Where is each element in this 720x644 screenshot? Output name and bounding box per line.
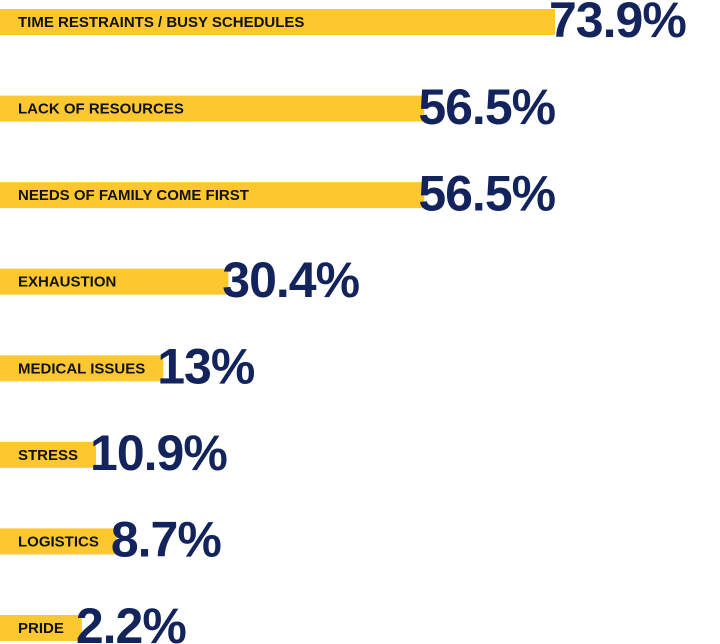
value-label: 2.2% [76, 598, 187, 644]
value-label: 56.5% [418, 79, 555, 135]
category-label: LOGISTICS [18, 533, 99, 550]
value-label: 8.7% [111, 512, 222, 568]
bar [0, 95, 425, 122]
value-label: 10.9% [90, 425, 227, 481]
bar [0, 441, 97, 468]
category-label: TIME RESTRAINTS / BUSY SCHEDULES [18, 14, 304, 31]
bar [0, 528, 117, 555]
category-label: EXHAUSTION [18, 274, 116, 291]
bar [0, 355, 164, 382]
value-label: 56.5% [418, 165, 555, 221]
value-label: 30.4% [222, 252, 359, 308]
value-label: 73.9% [549, 0, 686, 48]
category-label: MEDICAL ISSUES [18, 360, 145, 377]
category-label: NEEDS OF FAMILY COME FIRST [18, 187, 249, 204]
category-label: LACK OF RESOURCES [18, 101, 184, 118]
category-label: PRIDE [18, 620, 64, 637]
value-label: 13% [157, 338, 255, 394]
bar [0, 9, 555, 35]
bar [0, 268, 229, 295]
bar [0, 615, 82, 641]
category-label: STRESS [18, 447, 78, 464]
bar [0, 182, 425, 209]
